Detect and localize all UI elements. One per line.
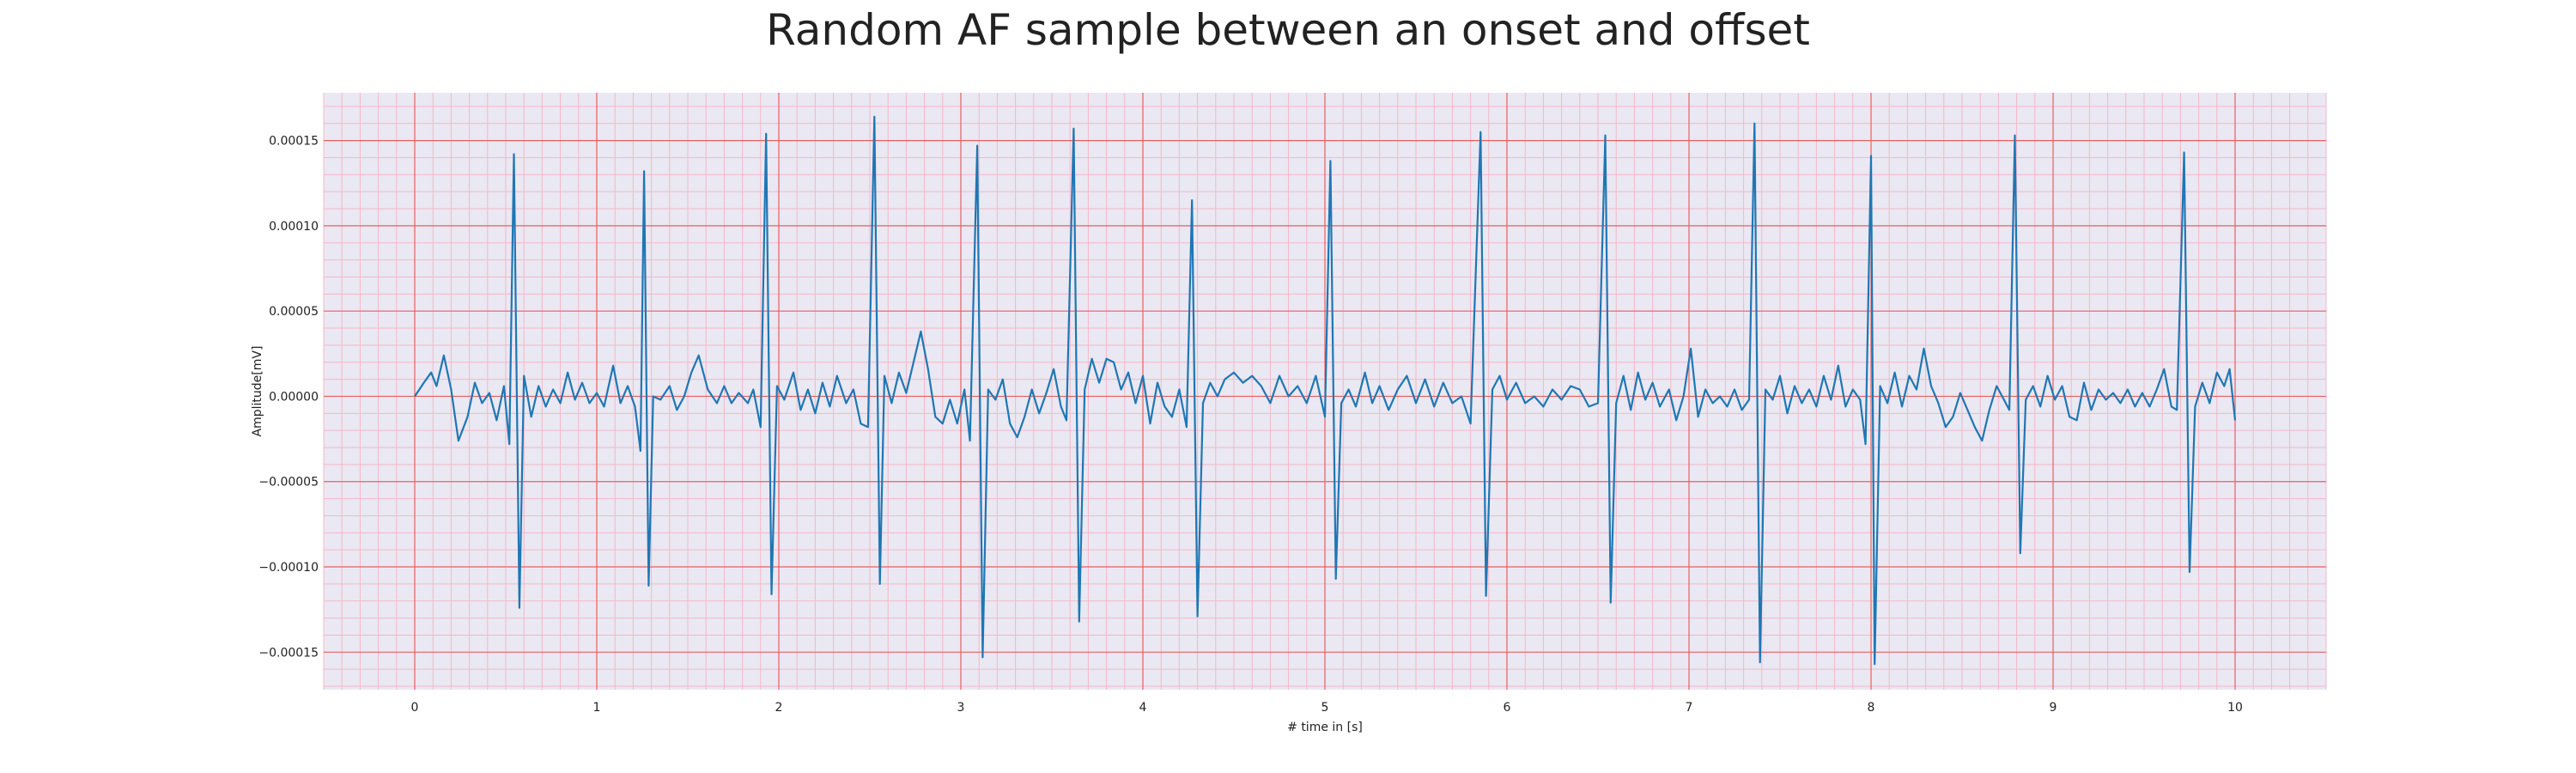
x-tick-label: 9 [2050, 701, 2057, 715]
y-axis-label: Amplitude[mV] [251, 346, 264, 437]
y-tick-label: −0.00005 [258, 476, 319, 490]
chart-title: Random AF sample between an onset and of… [766, 5, 1810, 55]
x-tick-label: 2 [775, 701, 783, 715]
x-tick-label: 10 [2227, 701, 2243, 715]
x-tick-label: 0 [411, 701, 419, 715]
x-tick-labels: 0 1 2 3 4 5 6 7 8 9 10 [411, 701, 2243, 715]
x-axis-label: # time in [s] [1287, 721, 1363, 734]
y-tick-label: 0.00010 [269, 220, 319, 234]
x-tick-label: 7 [1686, 701, 1693, 715]
y-tick-label: 0.00015 [269, 135, 319, 149]
y-tick-label: −0.00015 [258, 646, 319, 660]
x-tick-label: 6 [1504, 701, 1511, 715]
ecg-signal-line [414, 115, 2237, 666]
y-tick-label: −0.00010 [258, 561, 319, 575]
x-tick-label: 4 [1139, 701, 1147, 715]
x-tick-label: 5 [1321, 701, 1329, 715]
x-tick-label: 1 [593, 701, 601, 715]
y-tick-label: 0.00005 [269, 305, 319, 319]
y-tick-labels: 0.00015 0.00010 0.00005 0.00000 −0.00005 −0.0… [258, 135, 319, 660]
y-tick-label: 0.00000 [269, 390, 319, 404]
x-tick-label: 8 [1868, 701, 1875, 715]
series-layer [414, 115, 2237, 666]
x-tick-label: 3 [957, 701, 965, 715]
